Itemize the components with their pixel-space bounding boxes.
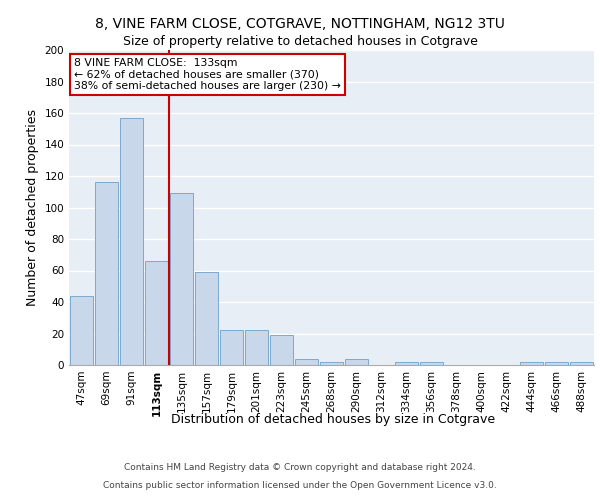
Bar: [395, 362, 418, 365]
Text: 8 VINE FARM CLOSE:  133sqm
← 62% of detached houses are smaller (370)
38% of sem: 8 VINE FARM CLOSE: 133sqm ← 62% of detac…: [74, 58, 341, 91]
Bar: [419, 362, 443, 365]
Bar: [569, 362, 593, 365]
Text: Distribution of detached houses by size in Cotgrave: Distribution of detached houses by size …: [171, 412, 495, 426]
Text: Contains public sector information licensed under the Open Government Licence v3: Contains public sector information licen…: [103, 481, 497, 490]
Bar: [344, 358, 368, 365]
Text: Size of property relative to detached houses in Cotgrave: Size of property relative to detached ho…: [122, 35, 478, 48]
Bar: [170, 194, 193, 365]
Bar: [320, 362, 343, 365]
Bar: [119, 118, 143, 365]
Bar: [95, 182, 118, 365]
Bar: [269, 335, 293, 365]
Bar: [220, 330, 244, 365]
Bar: [70, 296, 94, 365]
Text: Contains HM Land Registry data © Crown copyright and database right 2024.: Contains HM Land Registry data © Crown c…: [124, 464, 476, 472]
Bar: [520, 362, 544, 365]
Bar: [245, 330, 268, 365]
Bar: [194, 272, 218, 365]
Bar: [295, 358, 319, 365]
Bar: [545, 362, 568, 365]
Text: 8, VINE FARM CLOSE, COTGRAVE, NOTTINGHAM, NG12 3TU: 8, VINE FARM CLOSE, COTGRAVE, NOTTINGHAM…: [95, 18, 505, 32]
Bar: [145, 261, 169, 365]
Y-axis label: Number of detached properties: Number of detached properties: [26, 109, 39, 306]
